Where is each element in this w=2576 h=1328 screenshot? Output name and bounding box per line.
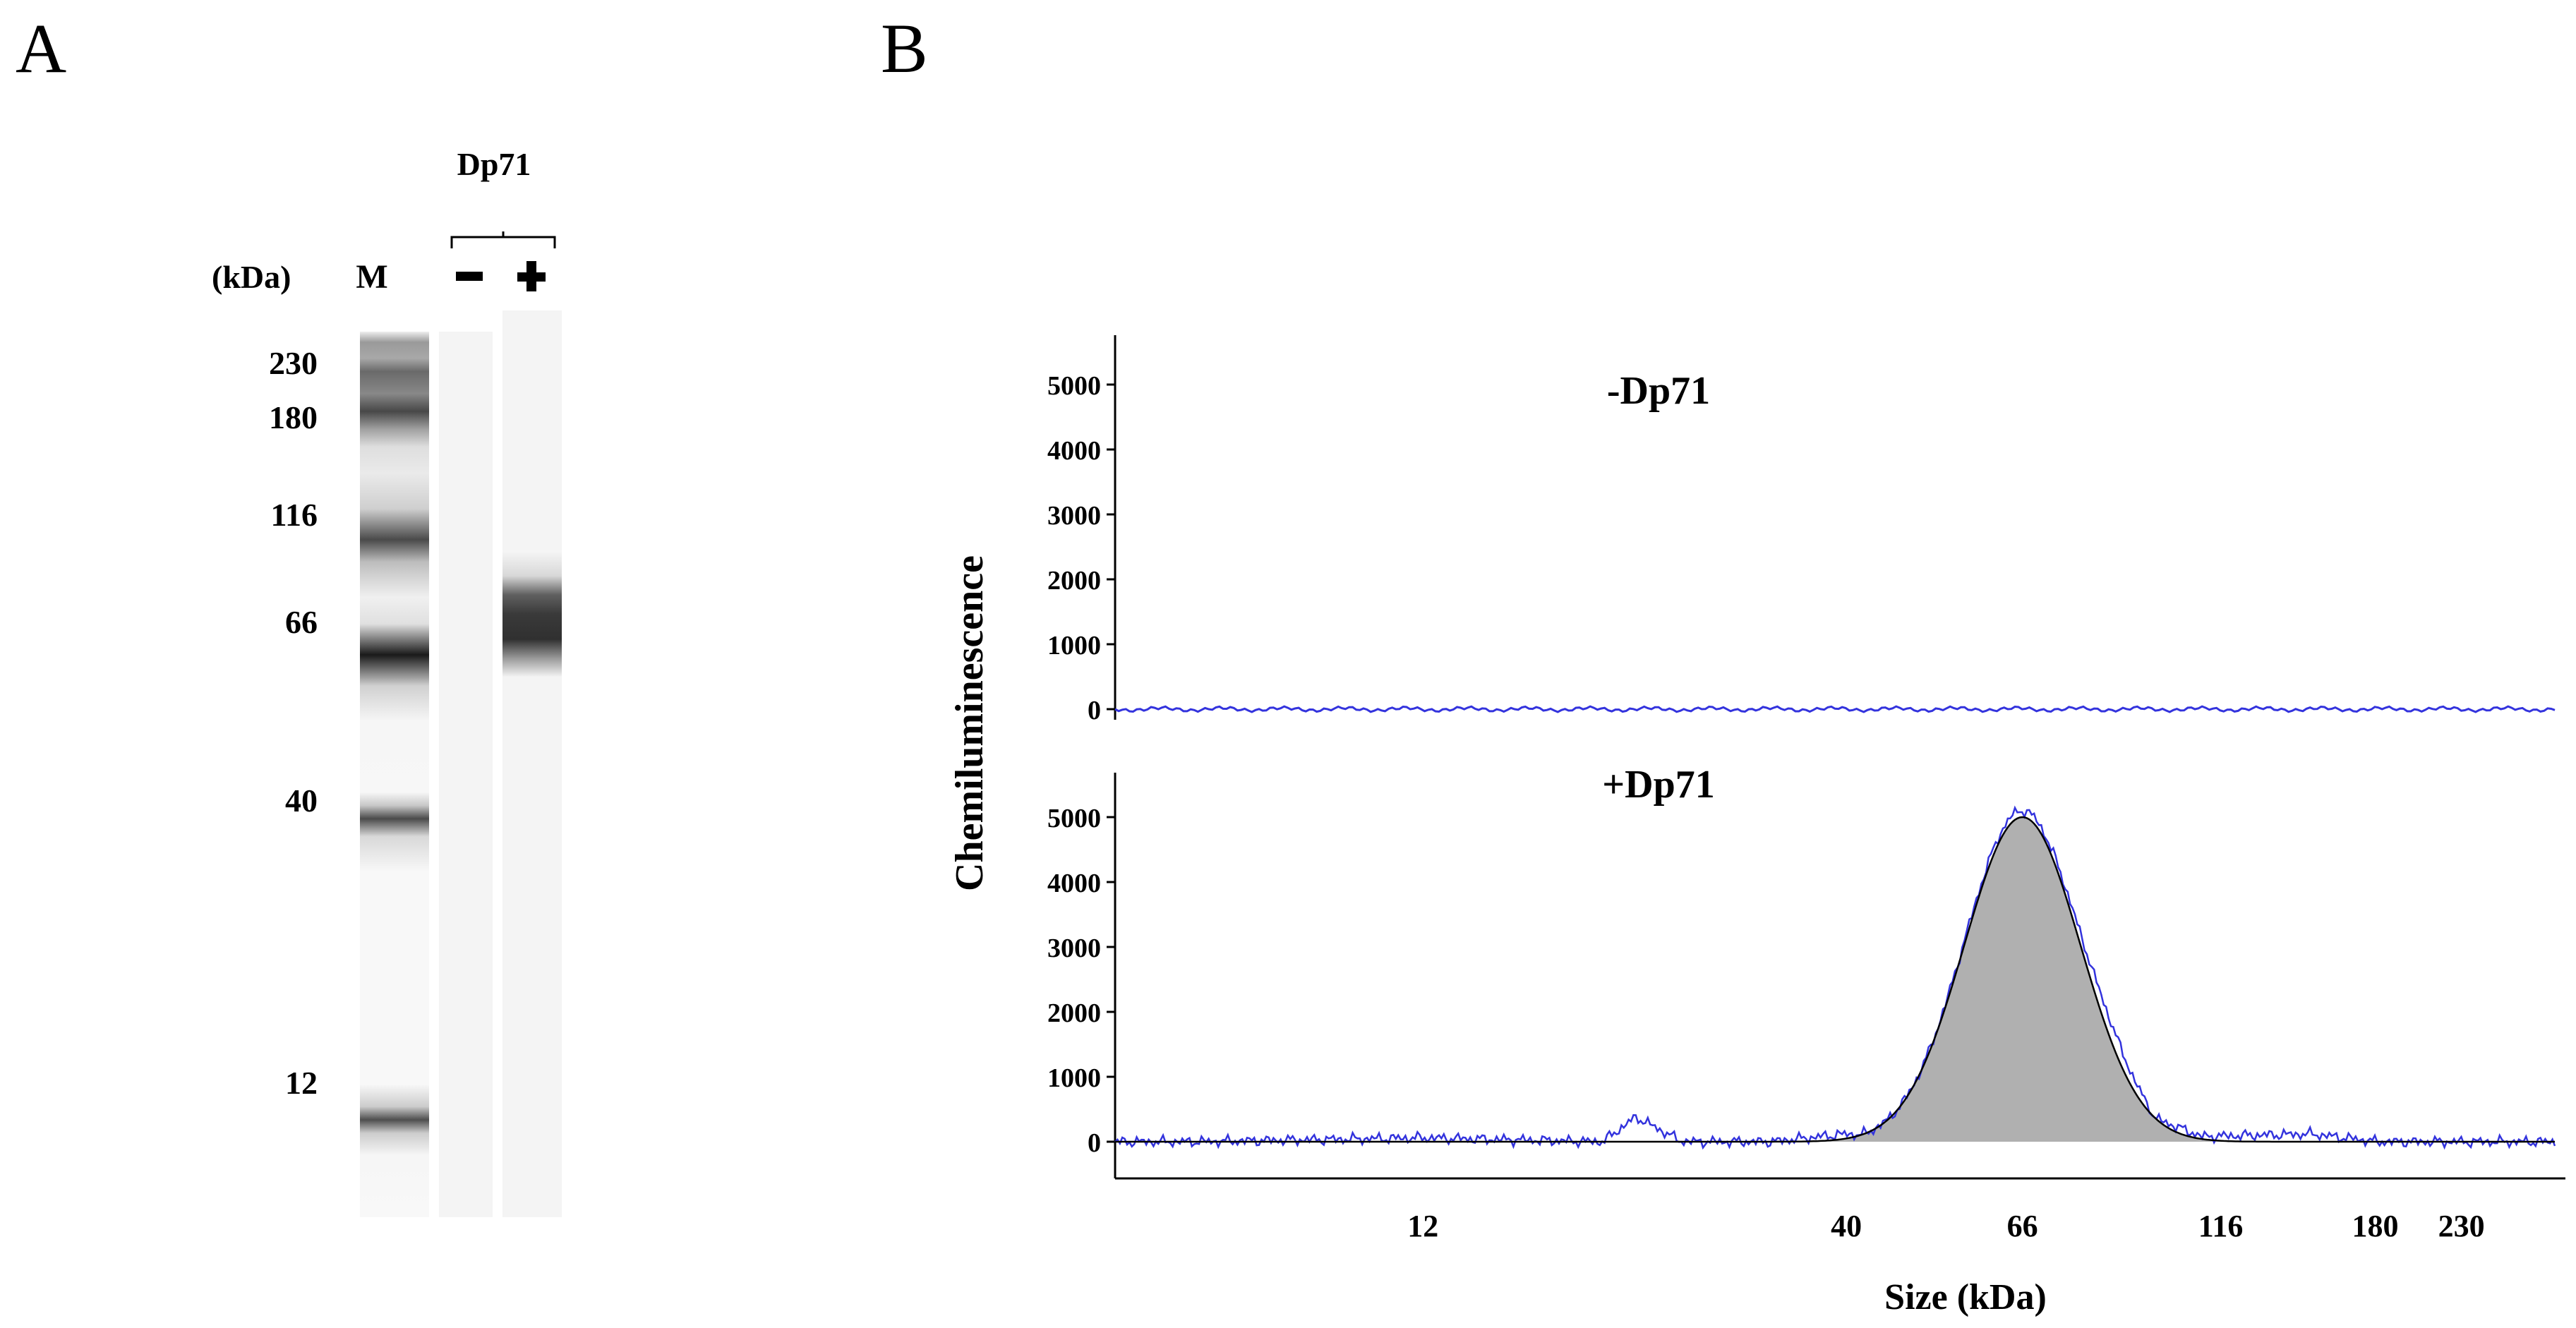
- top-trace: [1114, 705, 2556, 713]
- x-tick-label: 180: [2352, 1209, 2398, 1243]
- marker-label: 66: [285, 604, 318, 640]
- y-tick-label: 3000: [1047, 934, 1101, 963]
- top-trace-line: [1114, 705, 2556, 713]
- y-tick-label: 3000: [1047, 501, 1101, 531]
- x-tick-label: 116: [2198, 1209, 2244, 1243]
- sample-label: Dp71: [457, 146, 531, 182]
- top-plot-title: -Dp71: [1607, 369, 1710, 413]
- x-tick-labels: 12 40 66 116 180 230: [1407, 1209, 2484, 1243]
- x-tick-label: 40: [1831, 1209, 1862, 1243]
- y-tick-label: 2000: [1047, 566, 1101, 596]
- marker-size-labels: 230 180 116 66 40 12: [269, 345, 318, 1101]
- marker-label: 12: [285, 1065, 318, 1101]
- marker-label: 40: [285, 783, 318, 819]
- y-tick-label: 5000: [1047, 804, 1101, 833]
- sample-bracket: [450, 231, 556, 248]
- marker-lane: [360, 332, 429, 1217]
- y-tick-label: 1000: [1047, 631, 1101, 660]
- top-plot: -Dp71 0 1000 2000 3000 4000 5000: [1047, 335, 2556, 725]
- y-tick-label: 2000: [1047, 998, 1101, 1028]
- panel-a-letter: A: [16, 9, 66, 87]
- bottom-series: [1114, 805, 2556, 1150]
- x-tick-label: 230: [2438, 1209, 2485, 1243]
- y-tick-label: 4000: [1047, 869, 1101, 898]
- marker-label: 180: [269, 399, 318, 435]
- peak-fill: [1808, 817, 2236, 1142]
- marker-label: 116: [271, 497, 318, 533]
- plus-sign: [517, 261, 546, 291]
- y-axis-label: Chemiluminescence: [948, 555, 992, 891]
- sample-band: [502, 550, 562, 677]
- x-tick-label: 12: [1407, 1209, 1438, 1243]
- x-axis-label: Size (kDa): [1884, 1277, 2047, 1317]
- minus-sign: [456, 272, 483, 281]
- unit-label: (kDa): [212, 259, 291, 295]
- bottom-plot-title: +Dp71: [1602, 763, 1715, 807]
- lane-minus: [439, 332, 493, 1217]
- y-tick-label: 0: [1088, 1128, 1101, 1158]
- y-tick-label: 5000: [1047, 371, 1101, 401]
- marker-lane-label: M: [356, 258, 387, 296]
- marker-label: 230: [269, 345, 318, 381]
- bottom-plot: +Dp71 0 1000 2000 3000 4000 5000: [1047, 763, 2565, 1180]
- top-y-ticks: 0 1000 2000 3000 4000 5000: [1047, 371, 1115, 725]
- y-tick-label: 1000: [1047, 1063, 1101, 1093]
- bottom-trace-line: [1114, 805, 2556, 1150]
- panel-b-letter: B: [881, 9, 928, 87]
- x-tick-label: 66: [2007, 1209, 2038, 1243]
- bottom-y-ticks: 0 1000 2000 3000 4000 5000: [1047, 804, 1115, 1158]
- y-tick-label: 4000: [1047, 436, 1101, 466]
- y-tick-label: 0: [1088, 696, 1101, 725]
- fit-curve: [1115, 816, 2555, 1143]
- lane-plus: [502, 310, 562, 1217]
